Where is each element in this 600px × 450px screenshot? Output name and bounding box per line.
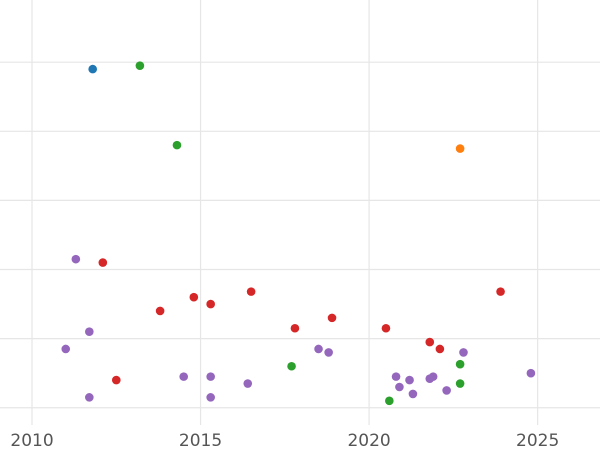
data-point-purple [314,344,323,354]
data-point-purple [324,348,333,357]
data-point-red [98,258,108,267]
data-point-purple [408,389,418,399]
data-point-purple [428,372,438,381]
data-point-purple [179,372,189,381]
data-point-green [385,396,394,406]
x-tick-label: 2025 [516,431,559,450]
data-point-green [287,361,296,371]
data-point-purple [395,382,404,392]
data-point-red [381,323,391,333]
data-point-purple [85,393,94,402]
x-tick-label: 2020 [347,431,390,450]
data-point-purple [391,372,401,381]
data-point-blue [88,64,97,74]
points-layer [61,61,536,406]
data-point-purple [442,386,451,395]
data-point-red [246,287,256,296]
data-point-purple [526,368,536,378]
data-point-red [290,323,300,333]
data-point-purple [206,393,215,402]
data-point-red [327,313,337,323]
x-tick-label: 2015 [179,431,222,450]
data-point-orange [455,144,465,153]
data-point-green [172,140,182,150]
data-point-purple [85,327,94,337]
data-point-red [496,287,505,296]
data-point-red [425,337,435,347]
x-axis: 2010 2015 2020 2025 [10,431,559,450]
data-point-red [189,292,199,302]
data-point-red [111,375,121,385]
data-point-purple [71,254,81,264]
x-tick-label: 2010 [10,431,53,450]
data-point-purple [61,344,71,354]
data-point-red [435,344,445,354]
data-point-red [206,299,215,309]
data-point-purple [243,379,253,388]
grid-layer [0,0,600,425]
data-point-purple [405,375,414,385]
data-point-green [455,359,465,369]
data-point-purple [459,348,468,357]
data-point-red [155,306,165,316]
data-point-green [455,379,465,388]
data-point-purple [206,372,215,381]
data-point-green [135,61,145,70]
